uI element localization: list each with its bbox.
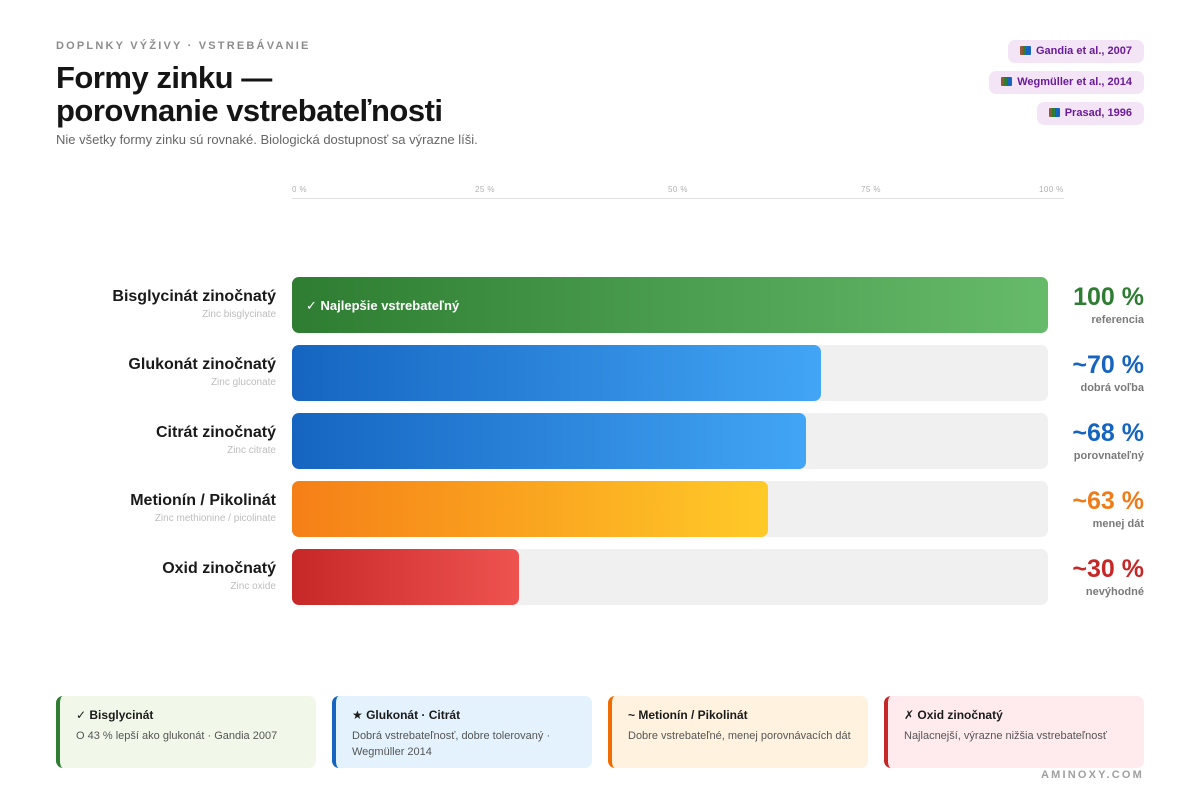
value-label: ~30 % <box>1072 555 1144 583</box>
page-title-line-2: porovnanie vstrebateľnosti <box>56 93 443 128</box>
summary-card: ✗ Oxid zinočnatý Najlacnejší, výrazne niž… <box>884 696 1144 768</box>
summary-cards: ✓ Bisglycinát O 43 % lepší ako glukonát ·… <box>56 696 1144 768</box>
category-sublabel: Zinc oxide <box>230 581 276 592</box>
reference-badge[interactable]: Wegmüller et al., 2014 <box>989 71 1144 94</box>
category-label: Bisglycinát zinočnatý <box>112 288 276 305</box>
chart-row: Citrát zinočnatý Zinc citrate ~68 % porovna… <box>0 413 1200 469</box>
category-sublabel: Zinc methionine / picolinate <box>154 513 276 524</box>
card-title: ★ Glukonát · Citrát <box>352 708 461 722</box>
card-text: Dobrá vstrebateľnosť, dobre tolerovaný ·… <box>352 730 551 758</box>
bar <box>292 481 768 537</box>
bar <box>292 549 519 605</box>
bar-track <box>292 413 1048 469</box>
summary-card: ~ Metionín / Pikolinát Dobre vstrebateľné… <box>608 696 868 768</box>
x-tick-label: 75 % <box>861 185 881 194</box>
x-tick-label: 0 % <box>292 185 307 194</box>
value-note: menej dát <box>1092 518 1144 530</box>
page-subtitle: Nie všetky formy zinku sú rovnaké. Biolo… <box>56 132 478 147</box>
reference-label: Wegmüller et al., 2014 <box>1017 76 1132 88</box>
reference-label: Gandia et al., 2007 <box>1036 45 1132 57</box>
category-label: Oxid zinočnatý <box>162 560 276 577</box>
bar: ✓ Najlepšie vstrebateľný <box>292 277 1048 333</box>
books-icon <box>1020 46 1031 55</box>
reference-badge[interactable]: Gandia et al., 2007 <box>1008 40 1144 63</box>
value-note: referencia <box>1091 314 1144 326</box>
summary-card: ✓ Bisglycinát O 43 % lepší ako glukonát ·… <box>56 696 316 768</box>
chart-row: Metionín / Pikolinát Zinc methionine / pi… <box>0 481 1200 537</box>
reference-badge[interactable]: Prasad, 1996 <box>1036 102 1144 125</box>
eyebrow-label: DOPLNKY VÝŽIVY · VSTREBÁVANIE <box>56 40 311 52</box>
chart-row: Oxid zinočnatý Zinc oxide ~30 % nevýhodné <box>0 549 1200 605</box>
value-note: porovnateľný <box>1073 450 1144 462</box>
x-tick-label: 50 % <box>668 185 688 194</box>
card-text: Najlacnejší, výrazne nižšia vstrebateľno… <box>904 730 1107 742</box>
category-sublabel: Zinc gluconate <box>210 377 276 388</box>
card-text: O 43 % lepší ako glukonát · Gandia 2007 <box>76 730 278 742</box>
value-note: dobrá voľba <box>1080 382 1144 394</box>
books-icon <box>1001 77 1013 86</box>
value-label: ~70 % <box>1072 351 1144 379</box>
chart-row: Bisglycinát zinočnatý Zinc bisglycinate ✓ … <box>0 277 1200 333</box>
bar-track <box>292 481 1048 537</box>
x-tick-label: 25 % <box>475 185 495 194</box>
category-label: Citrát zinočnatý <box>155 424 276 441</box>
card-text: Dobre vstrebateľné, menej porovnávacích … <box>628 730 851 742</box>
category-label: Metionín / Pikolinát <box>130 492 276 509</box>
page-title: Formy zinku — porovnanie vstrebateľnosti <box>56 61 756 127</box>
summary-card: ★ Glukonát · Citrát Dobrá vstrebateľnosť,… <box>332 696 592 768</box>
chart-row: Glukonát zinočnatý Zinc gluconate ~70 % dob… <box>0 345 1200 401</box>
bar-track <box>292 549 1048 605</box>
reference-label: Prasad, 1996 <box>1064 107 1132 119</box>
x-tick-label: 100 % <box>1039 185 1064 194</box>
books-icon <box>1048 108 1060 117</box>
card-title: ✗ Oxid zinočnatý <box>904 708 1003 722</box>
bar <box>292 345 821 401</box>
value-label: ~68 % <box>1072 419 1144 447</box>
page-title-line-1: Formy zinku — <box>56 60 272 95</box>
bar-inner-label: ✓ Najlepšie vstrebateľný <box>306 298 460 313</box>
brand-footer: AMINOXY.COM <box>1040 769 1144 781</box>
value-note: nevýhodné <box>1085 586 1144 598</box>
card-title: ✓ Bisglycinát <box>76 708 154 722</box>
bar-track: ✓ Najlepšie vstrebateľný <box>292 277 1048 333</box>
category-sublabel: Zinc bisglycinate <box>202 309 276 320</box>
references-list: Gandia et al., 2007 Wegmüller et al., 20… <box>989 40 1144 125</box>
bar-track <box>292 345 1048 401</box>
value-label: ~63 % <box>1072 487 1144 515</box>
value-label: 100 % <box>1073 283 1144 311</box>
bar <box>292 413 806 469</box>
x-axis: 0 % 25 % 50 % 75 % 100 % <box>292 185 1064 199</box>
category-label: Glukonát zinočnatý <box>128 356 276 373</box>
category-sublabel: Zinc citrate <box>227 445 276 456</box>
card-title: ~ Metionín / Pikolinát <box>628 708 748 722</box>
